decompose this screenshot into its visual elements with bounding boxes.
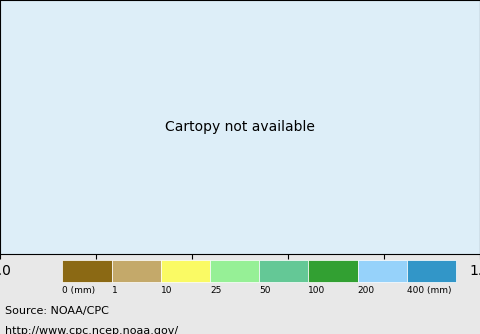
Text: 0 (mm): 0 (mm)	[62, 286, 96, 295]
FancyBboxPatch shape	[111, 260, 161, 282]
Text: 25: 25	[210, 286, 221, 295]
FancyBboxPatch shape	[407, 260, 456, 282]
FancyBboxPatch shape	[210, 260, 259, 282]
Text: Source: NOAA/CPC: Source: NOAA/CPC	[5, 306, 108, 316]
Text: http://www.cpc.ncep.noaa.gov/: http://www.cpc.ncep.noaa.gov/	[5, 326, 178, 334]
FancyBboxPatch shape	[259, 260, 309, 282]
Text: 400 (mm): 400 (mm)	[407, 286, 451, 295]
FancyBboxPatch shape	[308, 260, 358, 282]
FancyBboxPatch shape	[161, 260, 210, 282]
Text: 50: 50	[259, 286, 271, 295]
Text: 10: 10	[161, 286, 172, 295]
Text: 100: 100	[308, 286, 325, 295]
FancyBboxPatch shape	[358, 260, 407, 282]
FancyBboxPatch shape	[62, 260, 111, 282]
Text: 1: 1	[111, 286, 117, 295]
Text: Cartopy not available: Cartopy not available	[165, 120, 315, 134]
Text: 200: 200	[358, 286, 375, 295]
